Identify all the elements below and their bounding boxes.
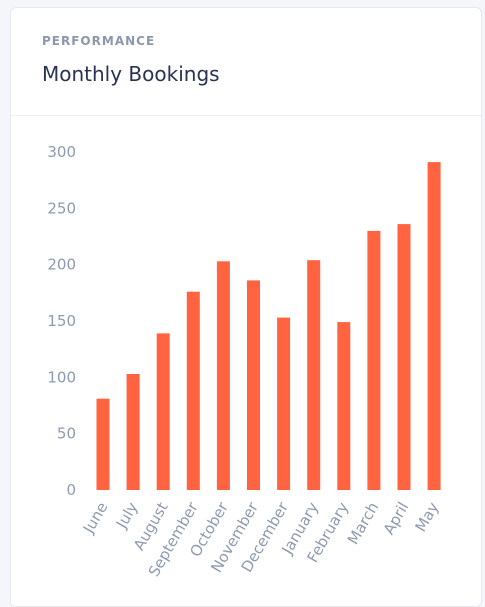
y-tick-label: 300: [47, 143, 76, 161]
bar-march[interactable]: [367, 230, 381, 490]
card-eyebrow: PERFORMANCE: [42, 34, 156, 48]
x-tick-label: April: [380, 499, 413, 538]
bar-november[interactable]: [247, 280, 260, 490]
x-tick-label: March: [344, 499, 382, 548]
bar-february[interactable]: [337, 322, 351, 490]
bar-april[interactable]: [397, 224, 411, 490]
bar-december[interactable]: [277, 317, 291, 490]
y-tick-label: 100: [47, 368, 76, 386]
x-tick-label: May: [411, 499, 442, 535]
y-tick-label: 250: [47, 199, 76, 217]
y-tick-label: 200: [47, 256, 76, 274]
y-tick-label: 150: [47, 312, 76, 330]
bar-august[interactable]: [156, 333, 170, 490]
bar-september[interactable]: [186, 291, 200, 490]
bookings-bar-chart: 0 50 100 150 200 250 300 June JulyAugustSeptemb…: [47, 143, 443, 580]
y-axis: 0 50 100 150 200 250 300: [47, 143, 76, 499]
card-title: Monthly Bookings: [42, 62, 220, 86]
bar-may[interactable]: [427, 162, 441, 490]
y-tick-label: 50: [57, 425, 76, 443]
bar-july[interactable]: [126, 374, 140, 490]
y-tick-label: 0: [66, 481, 76, 499]
bar-january[interactable]: [307, 260, 321, 490]
bar-october[interactable]: [216, 261, 230, 490]
x-axis: June JulyAugustSeptemberOctoberNovemberDe…: [79, 498, 443, 580]
bars: [96, 162, 441, 490]
x-tick-label: July: [112, 499, 142, 532]
card-header: PERFORMANCE Monthly Bookings: [11, 8, 481, 116]
bar-june[interactable]: [96, 398, 110, 490]
x-tick-label: June: [79, 499, 111, 537]
